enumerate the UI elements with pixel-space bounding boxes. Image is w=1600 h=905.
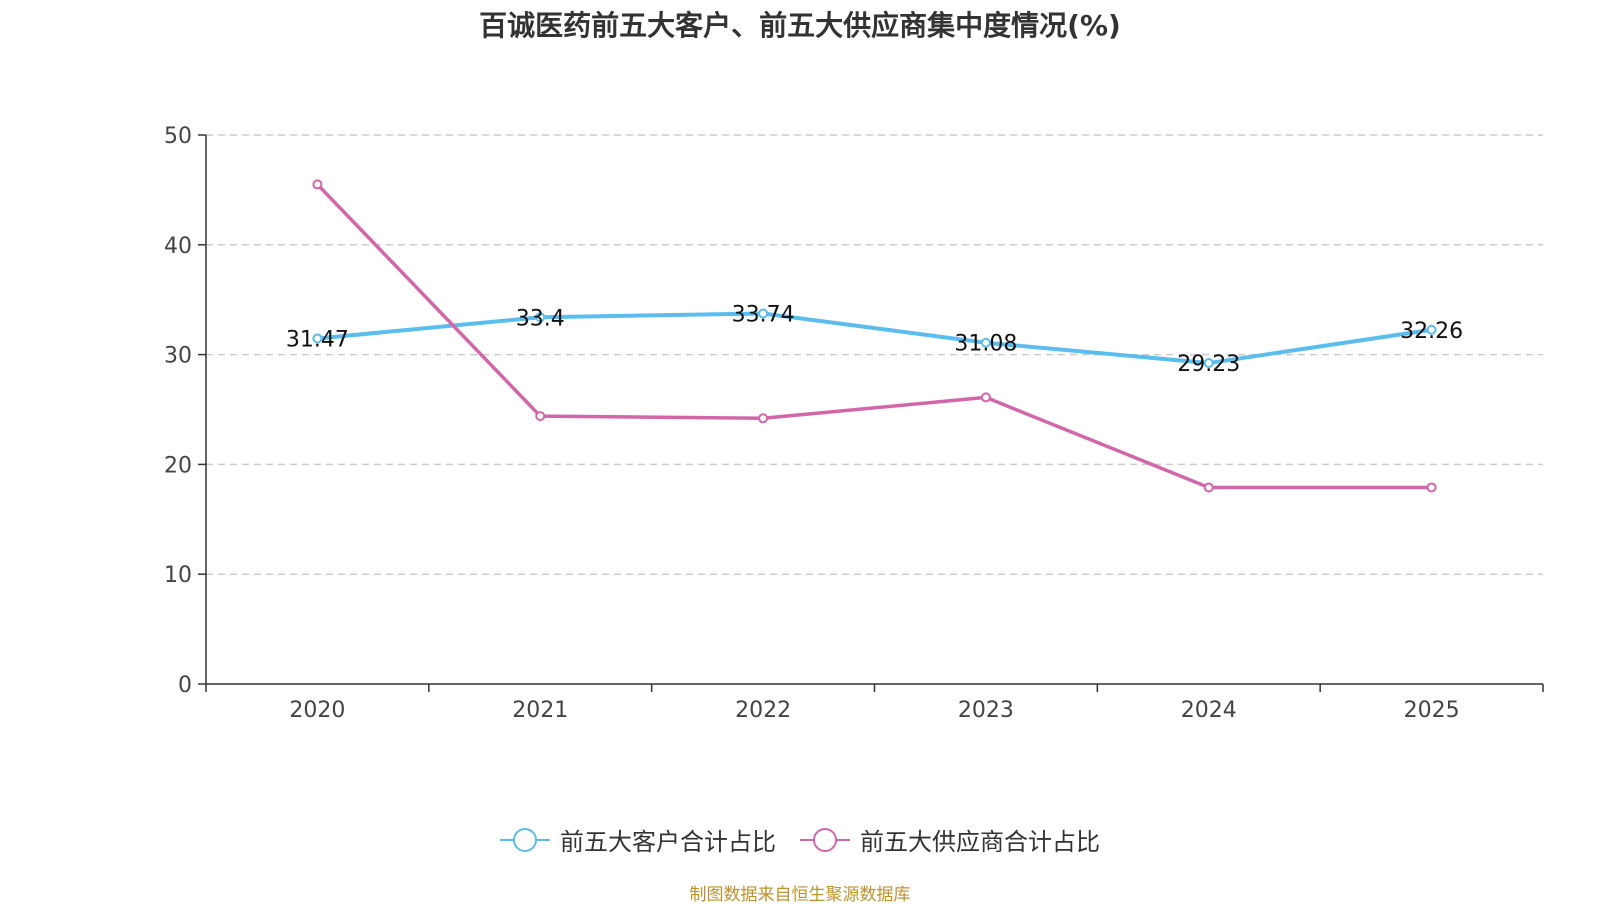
data-label: 29.23: [1177, 352, 1240, 377]
series-layer: [312, 179, 1437, 493]
legend-label: 前五大供应商合计占比: [860, 828, 1100, 856]
x-tick-label: 2023: [958, 698, 1014, 723]
data-label: 32.26: [1400, 319, 1463, 344]
data-point-2: [1426, 482, 1437, 493]
data-label: 33.74: [732, 303, 795, 328]
label-layer: 31.47 33.4 33.74 31.08 29.23 32.26: [286, 303, 1463, 378]
y-tick-label: 20: [164, 453, 192, 478]
legend-item-1[interactable]: 前五大客户合计占比: [500, 822, 776, 857]
data-point-1: [1203, 358, 1214, 369]
legend-marker: [813, 827, 837, 852]
series-line-1: [317, 311, 1432, 366]
data-point-1: [1426, 324, 1437, 335]
x-tick-label: 2021: [512, 698, 568, 723]
legend: 前五大客户合计占比 前五大供应商合计占比: [0, 822, 1600, 857]
legend-item-2[interactable]: 前五大供应商合计占比: [800, 822, 1100, 857]
data-point-1: [312, 333, 323, 344]
legend-marker: [513, 827, 537, 852]
grid-layer: [206, 134, 1543, 575]
legend-label: 前五大客户合计占比: [560, 828, 776, 856]
data-point-2: [758, 413, 769, 424]
data-point-2: [535, 411, 546, 422]
y-tick-label: 50: [164, 124, 192, 149]
axis-layer: 0 10 20 30 40 50 2020 2021 2022 2023 2024 2025: [164, 124, 1544, 723]
source-note: 制图数据来自恒生聚源数据库: [689, 885, 911, 905]
chart-title: 百诚医药前五大客户、前五大供应商集中度情况(%): [479, 9, 1121, 42]
x-tick-label: 2022: [735, 698, 791, 723]
x-tick-label: 2024: [1181, 698, 1237, 723]
data-label: 31.47: [286, 327, 349, 352]
y-tick-label: 40: [164, 234, 192, 259]
y-tick-label: 0: [178, 673, 192, 698]
y-tick-label: 10: [164, 563, 192, 588]
x-tick-label: 2025: [1404, 698, 1460, 723]
data-point-1: [535, 312, 546, 323]
data-point-2: [980, 392, 991, 403]
data-point-1: [980, 337, 991, 348]
legend-swatch: [800, 827, 850, 852]
data-point-2: [1203, 482, 1214, 493]
series-line-2: [316, 183, 1432, 490]
legend-swatch: [500, 827, 550, 852]
data-label: 31.08: [954, 332, 1017, 357]
x-tick-label: 2020: [289, 698, 345, 723]
data-label: 33.4: [516, 306, 565, 331]
data-point-1: [758, 308, 769, 319]
y-tick-label: 30: [164, 344, 192, 369]
data-point-2: [312, 179, 323, 190]
